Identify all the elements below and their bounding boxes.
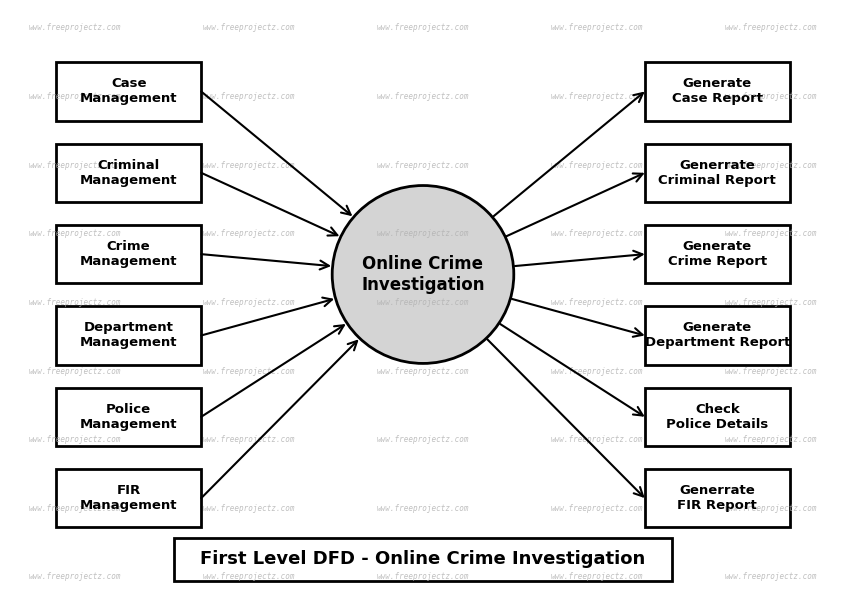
FancyBboxPatch shape	[645, 306, 790, 365]
Text: FIR
Management: FIR Management	[80, 484, 178, 512]
Text: www.freeprojectz.com: www.freeprojectz.com	[29, 504, 121, 513]
Text: www.freeprojectz.com: www.freeprojectz.com	[376, 229, 470, 238]
FancyBboxPatch shape	[56, 144, 201, 202]
Text: Generate
Crime Report: Generate Crime Report	[667, 240, 766, 268]
Text: Online Crime
Investigation: Online Crime Investigation	[361, 255, 485, 294]
Text: www.freeprojectz.com: www.freeprojectz.com	[551, 435, 643, 444]
FancyBboxPatch shape	[645, 225, 790, 283]
Text: www.freeprojectz.com: www.freeprojectz.com	[29, 229, 121, 238]
Text: www.freeprojectz.com: www.freeprojectz.com	[29, 298, 121, 307]
Text: Generrate
FIR Report: Generrate FIR Report	[678, 484, 757, 512]
Text: www.freeprojectz.com: www.freeprojectz.com	[376, 161, 470, 170]
Text: Police
Management: Police Management	[80, 403, 178, 431]
Text: Department
Management: Department Management	[80, 321, 178, 349]
Text: www.freeprojectz.com: www.freeprojectz.com	[29, 366, 121, 375]
Text: www.freeprojectz.com: www.freeprojectz.com	[551, 366, 643, 375]
Text: Case
Management: Case Management	[80, 78, 178, 106]
Text: www.freeprojectz.com: www.freeprojectz.com	[376, 298, 470, 307]
FancyBboxPatch shape	[56, 469, 201, 527]
Text: www.freeprojectz.com: www.freeprojectz.com	[203, 229, 295, 238]
Text: www.freeprojectz.com: www.freeprojectz.com	[725, 161, 817, 170]
FancyBboxPatch shape	[645, 469, 790, 527]
Text: www.freeprojectz.com: www.freeprojectz.com	[29, 92, 121, 101]
Text: www.freeprojectz.com: www.freeprojectz.com	[376, 92, 470, 101]
Text: www.freeprojectz.com: www.freeprojectz.com	[725, 24, 817, 33]
FancyBboxPatch shape	[174, 537, 672, 581]
Text: First Level DFD - Online Crime Investigation: First Level DFD - Online Crime Investiga…	[201, 550, 645, 568]
FancyBboxPatch shape	[645, 144, 790, 202]
Text: Check
Police Details: Check Police Details	[666, 403, 768, 431]
Ellipse shape	[332, 186, 514, 364]
Text: www.freeprojectz.com: www.freeprojectz.com	[376, 24, 470, 33]
Text: www.freeprojectz.com: www.freeprojectz.com	[725, 298, 817, 307]
Text: www.freeprojectz.com: www.freeprojectz.com	[551, 298, 643, 307]
FancyBboxPatch shape	[56, 62, 201, 121]
Text: www.freeprojectz.com: www.freeprojectz.com	[29, 24, 121, 33]
Text: www.freeprojectz.com: www.freeprojectz.com	[203, 366, 295, 375]
Text: www.freeprojectz.com: www.freeprojectz.com	[551, 504, 643, 513]
Text: www.freeprojectz.com: www.freeprojectz.com	[376, 366, 470, 375]
FancyBboxPatch shape	[56, 225, 201, 283]
Text: www.freeprojectz.com: www.freeprojectz.com	[29, 572, 121, 581]
Text: Generate
Department Report: Generate Department Report	[645, 321, 790, 349]
Text: www.freeprojectz.com: www.freeprojectz.com	[725, 92, 817, 101]
Text: www.freeprojectz.com: www.freeprojectz.com	[203, 298, 295, 307]
Text: www.freeprojectz.com: www.freeprojectz.com	[725, 504, 817, 513]
Text: www.freeprojectz.com: www.freeprojectz.com	[551, 92, 643, 101]
FancyBboxPatch shape	[645, 62, 790, 121]
Text: www.freeprojectz.com: www.freeprojectz.com	[376, 504, 470, 513]
Text: www.freeprojectz.com: www.freeprojectz.com	[376, 435, 470, 444]
Text: Crime
Management: Crime Management	[80, 240, 178, 268]
FancyBboxPatch shape	[56, 388, 201, 446]
Text: www.freeprojectz.com: www.freeprojectz.com	[376, 572, 470, 581]
Text: Generrate
Criminal Report: Generrate Criminal Report	[658, 159, 776, 187]
Text: www.freeprojectz.com: www.freeprojectz.com	[203, 161, 295, 170]
Text: www.freeprojectz.com: www.freeprojectz.com	[203, 504, 295, 513]
Text: www.freeprojectz.com: www.freeprojectz.com	[725, 229, 817, 238]
Text: www.freeprojectz.com: www.freeprojectz.com	[551, 161, 643, 170]
Text: www.freeprojectz.com: www.freeprojectz.com	[551, 24, 643, 33]
Text: www.freeprojectz.com: www.freeprojectz.com	[725, 572, 817, 581]
Text: www.freeprojectz.com: www.freeprojectz.com	[29, 161, 121, 170]
Text: Generate
Case Report: Generate Case Report	[672, 78, 763, 106]
Text: www.freeprojectz.com: www.freeprojectz.com	[551, 572, 643, 581]
Text: www.freeprojectz.com: www.freeprojectz.com	[203, 572, 295, 581]
Text: Criminal
Management: Criminal Management	[80, 159, 178, 187]
Text: www.freeprojectz.com: www.freeprojectz.com	[725, 366, 817, 375]
Text: www.freeprojectz.com: www.freeprojectz.com	[29, 435, 121, 444]
Text: www.freeprojectz.com: www.freeprojectz.com	[203, 92, 295, 101]
FancyBboxPatch shape	[645, 388, 790, 446]
Text: www.freeprojectz.com: www.freeprojectz.com	[203, 435, 295, 444]
Text: www.freeprojectz.com: www.freeprojectz.com	[725, 435, 817, 444]
Text: www.freeprojectz.com: www.freeprojectz.com	[203, 24, 295, 33]
FancyBboxPatch shape	[56, 306, 201, 365]
Text: www.freeprojectz.com: www.freeprojectz.com	[551, 229, 643, 238]
